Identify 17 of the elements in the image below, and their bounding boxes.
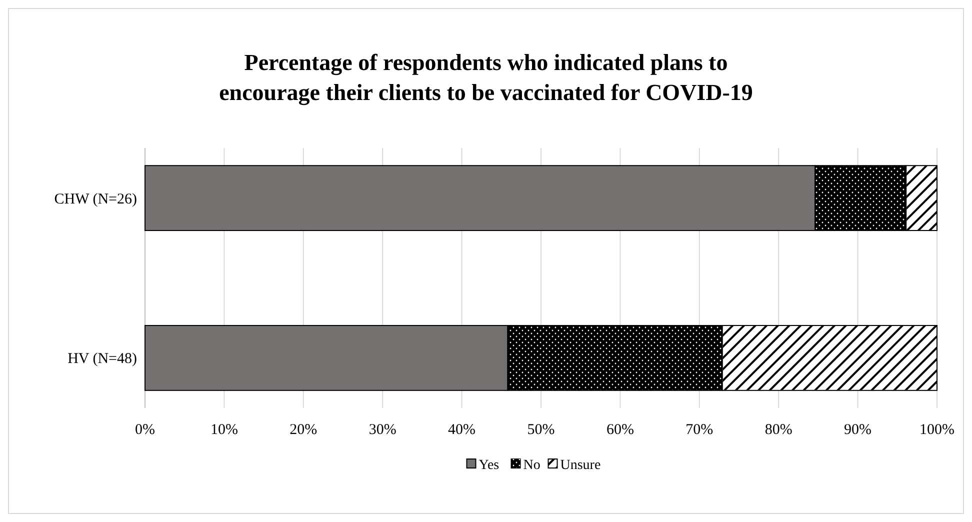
x-tick-label: 40% [448, 422, 476, 438]
x-tick-label: 70% [686, 422, 714, 438]
chart-title: Percentage of respondents who indicated plans to encourage their clients to be vaccinated for COVID-19 [219, 50, 753, 106]
x-tick-label: 0% [135, 422, 155, 438]
x-tick-label: 10% [210, 422, 238, 438]
x-tick-label: 50% [527, 422, 555, 438]
legend-label: No [523, 458, 540, 473]
x-tick-label: 30% [368, 422, 396, 438]
x-tick-label: 20% [290, 422, 318, 438]
y-tick-label: CHW (N=26) [54, 191, 137, 208]
y-tick-label: HV (N=48) [68, 351, 137, 368]
x-tick-label: 100% [920, 422, 954, 438]
x-tick-label: 60% [606, 422, 634, 438]
x-tick-label: 80% [764, 422, 792, 438]
legend-label: Yes [478, 458, 500, 473]
legend-label: Unsure [560, 458, 601, 473]
x-tick-label: 90% [844, 422, 872, 438]
